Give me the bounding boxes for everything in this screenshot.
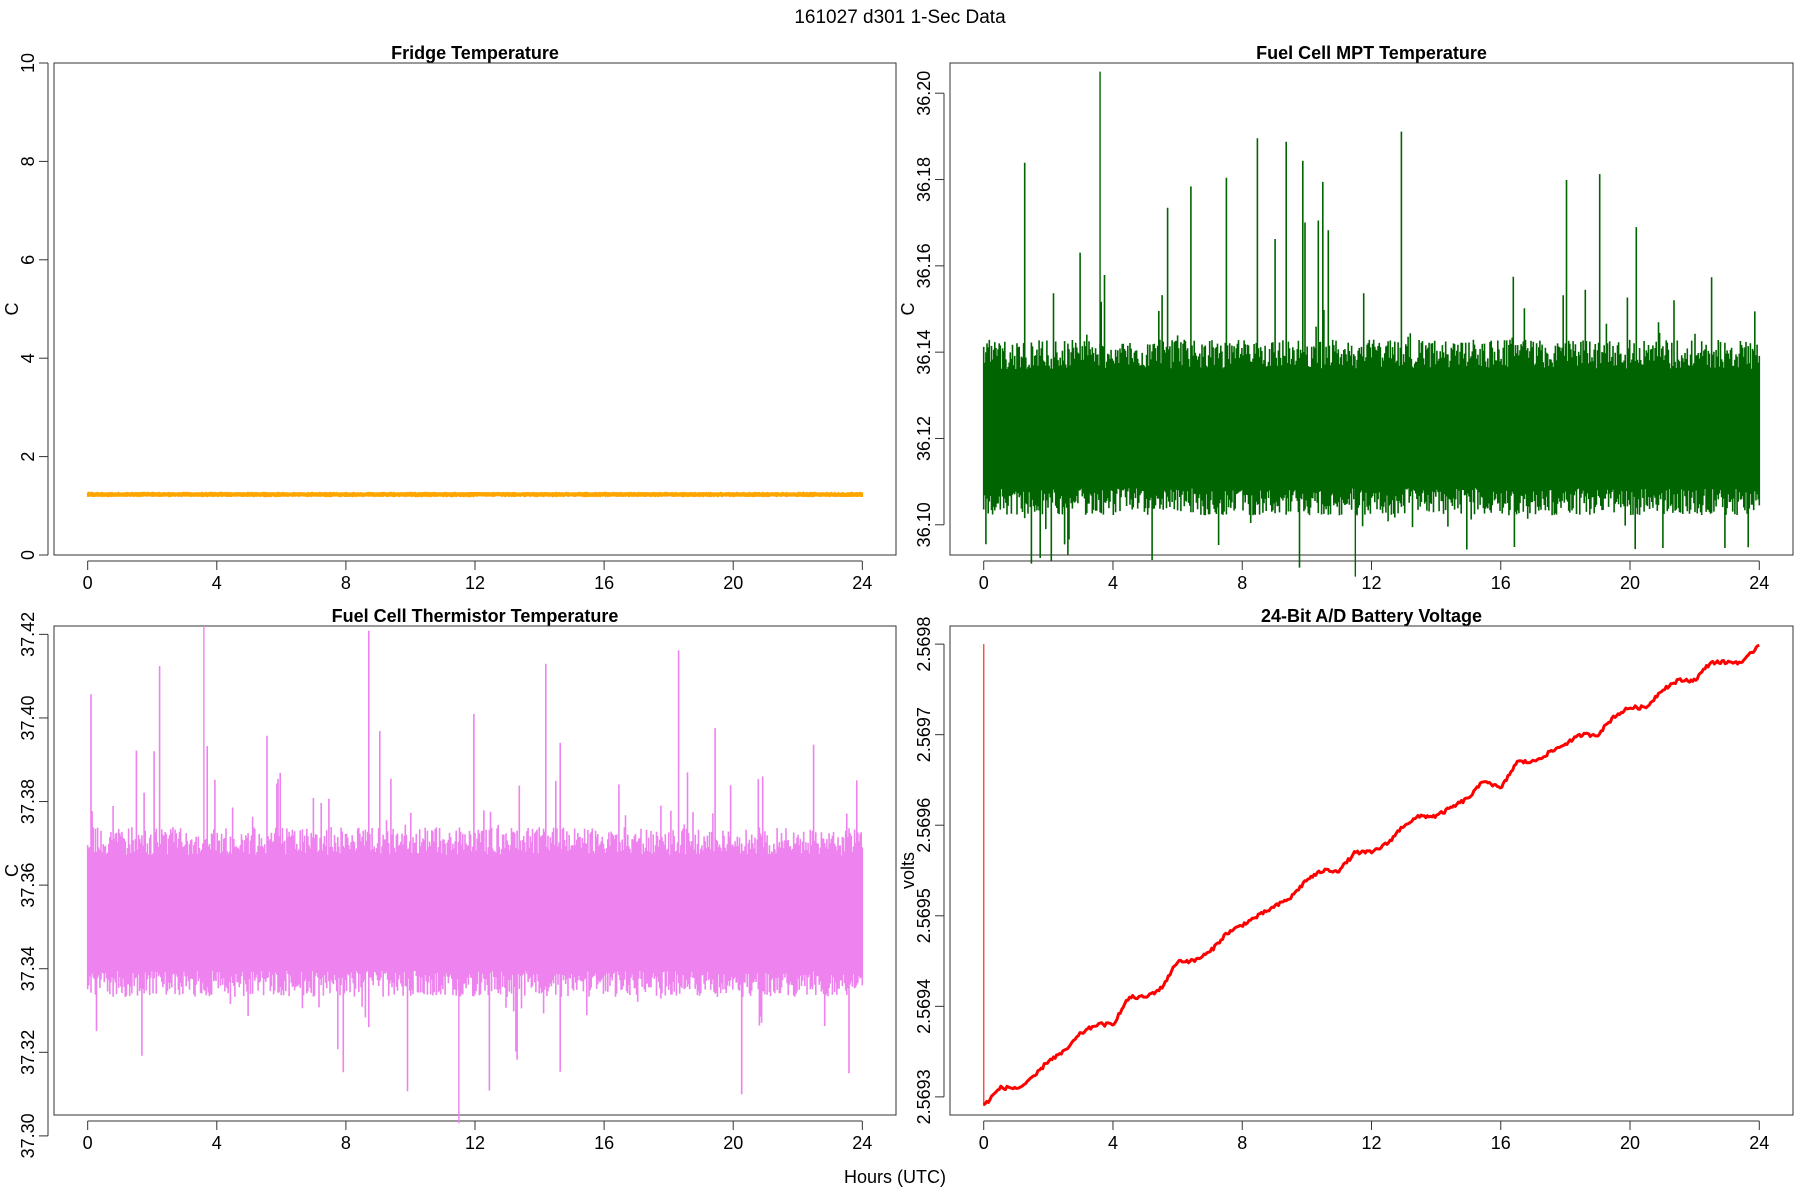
y-tick-label: 2.5693 [914,1069,934,1124]
series-line [87,913,863,920]
y-tick-label: 2.5694 [914,979,934,1034]
y-axis-label: volts [898,852,918,889]
page-title: 161027 d301 1-Sec Data [794,7,1006,28]
series-noise-trace [982,131,1761,568]
x-tick-label: 24 [1749,1133,1769,1153]
y-tick-label: 36.14 [914,330,934,375]
x-tick-label: 20 [1620,1133,1640,1153]
y-tick-label: 2.5697 [914,707,934,762]
y-tick-label: 36.18 [914,157,934,202]
panel-fuel-cell-mpt-temperature: Fuel Cell MPT Temperature C 0 4 8 12 16 20 24 3… [898,43,1794,593]
y-tick-label: 2 [18,452,38,462]
y-axis-label: C [2,864,22,877]
y-axis-label: C [898,303,918,316]
x-tick-label: 12 [465,1133,485,1153]
series-line [87,491,863,496]
x-tick-label: 8 [341,573,351,593]
y-tick-label: 36.20 [914,71,934,116]
series-noise-trace [86,630,864,1095]
shared-x-axis-label: Hours (UTC) [844,1167,946,1187]
y-tick-label: 4 [18,353,38,363]
y-tick-label: 6 [18,255,38,265]
x-tick-label: 20 [723,1133,743,1153]
x-tick-label: 24 [852,1133,872,1153]
x-tick-label: 16 [1491,573,1511,593]
y-tick-label: 37.42 [18,612,38,657]
y-tick-label: 37.34 [18,946,38,991]
x-tick-label: 0 [979,1133,989,1153]
plot-frame [949,625,1794,1116]
y-tick-label: 10 [18,53,38,73]
x-tick-label: 16 [1491,1133,1511,1153]
plot-frame [53,625,897,1116]
x-tick-label: 8 [341,1133,351,1153]
x-tick-label: 0 [83,1133,93,1153]
x-tick-label: 24 [852,573,872,593]
x-tick-label: 0 [979,573,989,593]
panel-title: 24-Bit A/D Battery Voltage [1261,606,1482,626]
x-tick-label: 12 [465,573,485,593]
x-tick-label: 16 [594,1133,614,1153]
x-tick-label: 8 [1237,573,1247,593]
x-tick-label: 4 [1108,1133,1118,1153]
x-tick-label: 8 [1237,1133,1247,1153]
x-tick-label: 4 [1108,573,1118,593]
x-tick-label: 12 [1361,1133,1381,1153]
series-line [982,643,1760,1106]
panel-battery-voltage: 24-Bit A/D Battery Voltage volts 0 4 8 12 16… [898,606,1794,1153]
y-tick-label: 2.5696 [914,798,934,853]
x-tick-label: 20 [723,573,743,593]
y-tick-label: 36.16 [914,243,934,288]
panel-title: Fridge Temperature [391,43,559,63]
x-tick-label: 0 [83,573,93,593]
y-tick-label: 37.38 [18,779,38,824]
y-tick-label: 37.30 [18,1113,38,1158]
x-tick-label: 24 [1749,573,1769,593]
x-tick-label: 16 [594,573,614,593]
y-tick-label: 36.10 [914,502,934,547]
y-tick-label: 37.32 [18,1030,38,1075]
y-axis-label: C [2,303,22,316]
plot-frame [949,62,1794,556]
x-tick-label: 4 [212,573,222,593]
panel-fuel-cell-thermistor-temperature: Fuel Cell Thermistor Temperature C 0 4 8 12… [2,606,897,1158]
plot-frame [53,62,897,556]
y-tick-label: 37.36 [18,863,38,908]
x-tick-label: 12 [1361,573,1381,593]
y-tick-label: 2.5698 [914,617,934,672]
x-tick-label: 4 [212,1133,222,1153]
y-tick-label: 2.5695 [914,888,934,943]
panel-title: Fuel Cell MPT Temperature [1256,43,1487,63]
x-tick-label: 20 [1620,573,1640,593]
y-tick-label: 8 [18,156,38,166]
y-tick-label: 36.12 [914,416,934,461]
y-tick-label: 0 [18,550,38,560]
y-tick-label: 37.40 [18,695,38,740]
panel-title: Fuel Cell Thermistor Temperature [332,606,619,626]
